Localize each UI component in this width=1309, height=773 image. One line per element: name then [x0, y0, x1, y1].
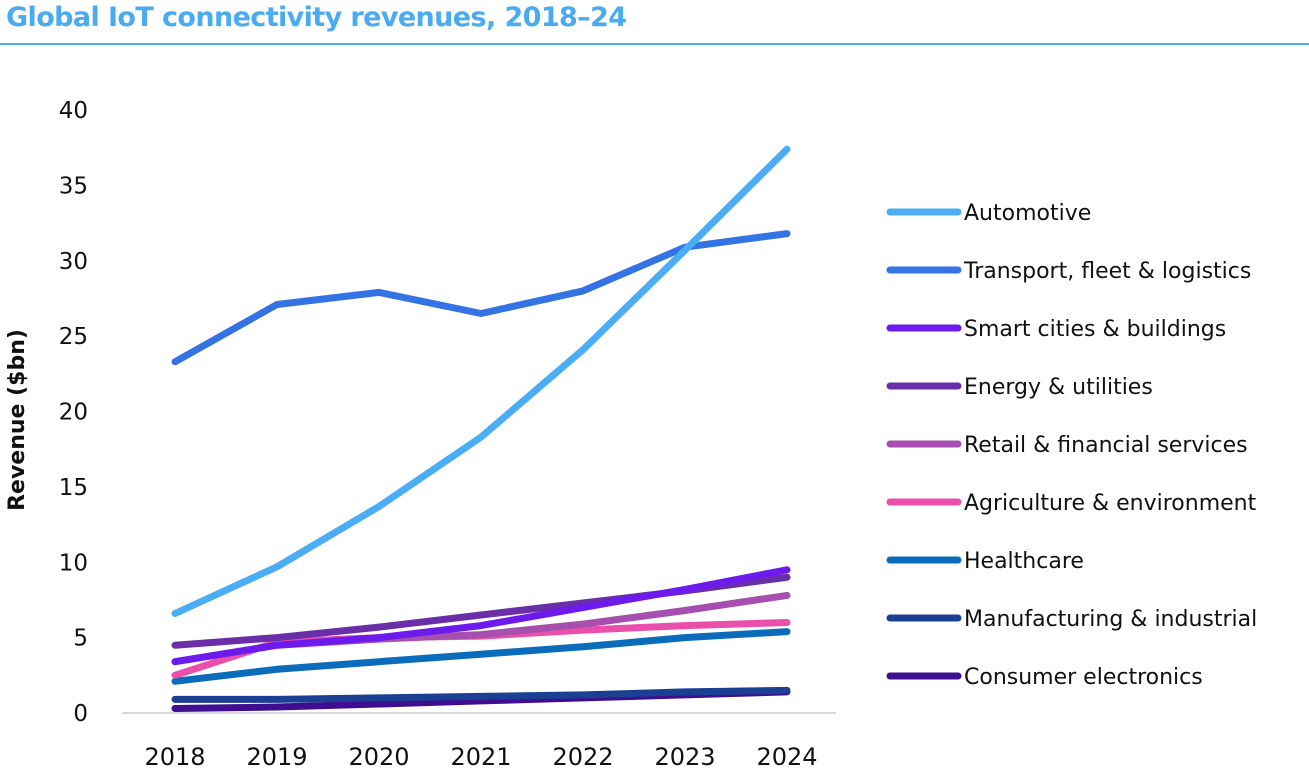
legend-label: Energy & utilities: [964, 375, 1153, 400]
series-line-manufacturing-industrial: [171, 686, 791, 703]
legend-label: Transport, fleet & logistics: [963, 259, 1251, 284]
chart-title: Global IoT connectivity revenues, 2018–2…: [6, 2, 627, 33]
y-axis-label: Revenue ($bn): [5, 329, 30, 511]
x-tick-label: 2024: [756, 743, 817, 771]
x-tick-label: 2019: [246, 743, 307, 771]
y-tick-label: 20: [59, 400, 88, 426]
x-tick-label: 2020: [348, 743, 409, 771]
series-line-smart-cities-buildings: [171, 566, 791, 666]
legend-item: Transport, fleet & logistics: [886, 259, 1251, 284]
title-underline: [0, 43, 1309, 45]
legend-item: Energy & utilities: [886, 375, 1153, 400]
x-tick-label: 2022: [552, 743, 613, 771]
y-axis: 0 5 10 15 20 25 30 35 40: [59, 98, 88, 727]
legend: Automotive Transport, fleet & logistics Sm…: [886, 201, 1257, 690]
y-tick-label: 35: [59, 173, 88, 199]
legend-label: Agriculture & environment: [964, 491, 1257, 516]
y-tick-label: 10: [59, 550, 88, 576]
legend-item: Retail & financial services: [886, 433, 1248, 458]
legend-item: Consumer electronics: [886, 665, 1203, 690]
x-tick-label: 2018: [144, 743, 205, 771]
legend-label: Retail & financial services: [964, 433, 1248, 458]
y-tick-label: 40: [59, 98, 88, 124]
y-tick-label: 5: [73, 626, 88, 652]
legend-label: Automotive: [964, 201, 1091, 226]
legend-item: Healthcare: [886, 549, 1084, 574]
x-tick-label: 2023: [654, 743, 715, 771]
series-line-automotive: [171, 145, 791, 617]
legend-item: Automotive: [886, 201, 1091, 226]
legend-label: Consumer electronics: [964, 665, 1203, 690]
series-line-transport-fleet-logistics: [171, 230, 791, 366]
legend-item: Agriculture & environment: [886, 491, 1257, 516]
legend-label: Manufacturing & industrial: [964, 607, 1257, 632]
x-axis: 2018 2019 2020 2021 2022 2023 2024: [122, 712, 836, 771]
x-tick-label: 2021: [450, 743, 511, 771]
y-tick-label: 25: [59, 324, 88, 350]
legend-item: Smart cities & buildings: [886, 317, 1226, 342]
series-lines: [171, 145, 791, 712]
legend-label: Smart cities & buildings: [964, 317, 1226, 342]
y-tick-label: 30: [59, 249, 88, 275]
legend-label: Healthcare: [964, 549, 1084, 574]
y-tick-label: 0: [73, 701, 88, 727]
series-line-healthcare: [171, 628, 791, 685]
legend-item: Manufacturing & industrial: [886, 607, 1257, 632]
y-tick-label: 15: [59, 475, 88, 501]
